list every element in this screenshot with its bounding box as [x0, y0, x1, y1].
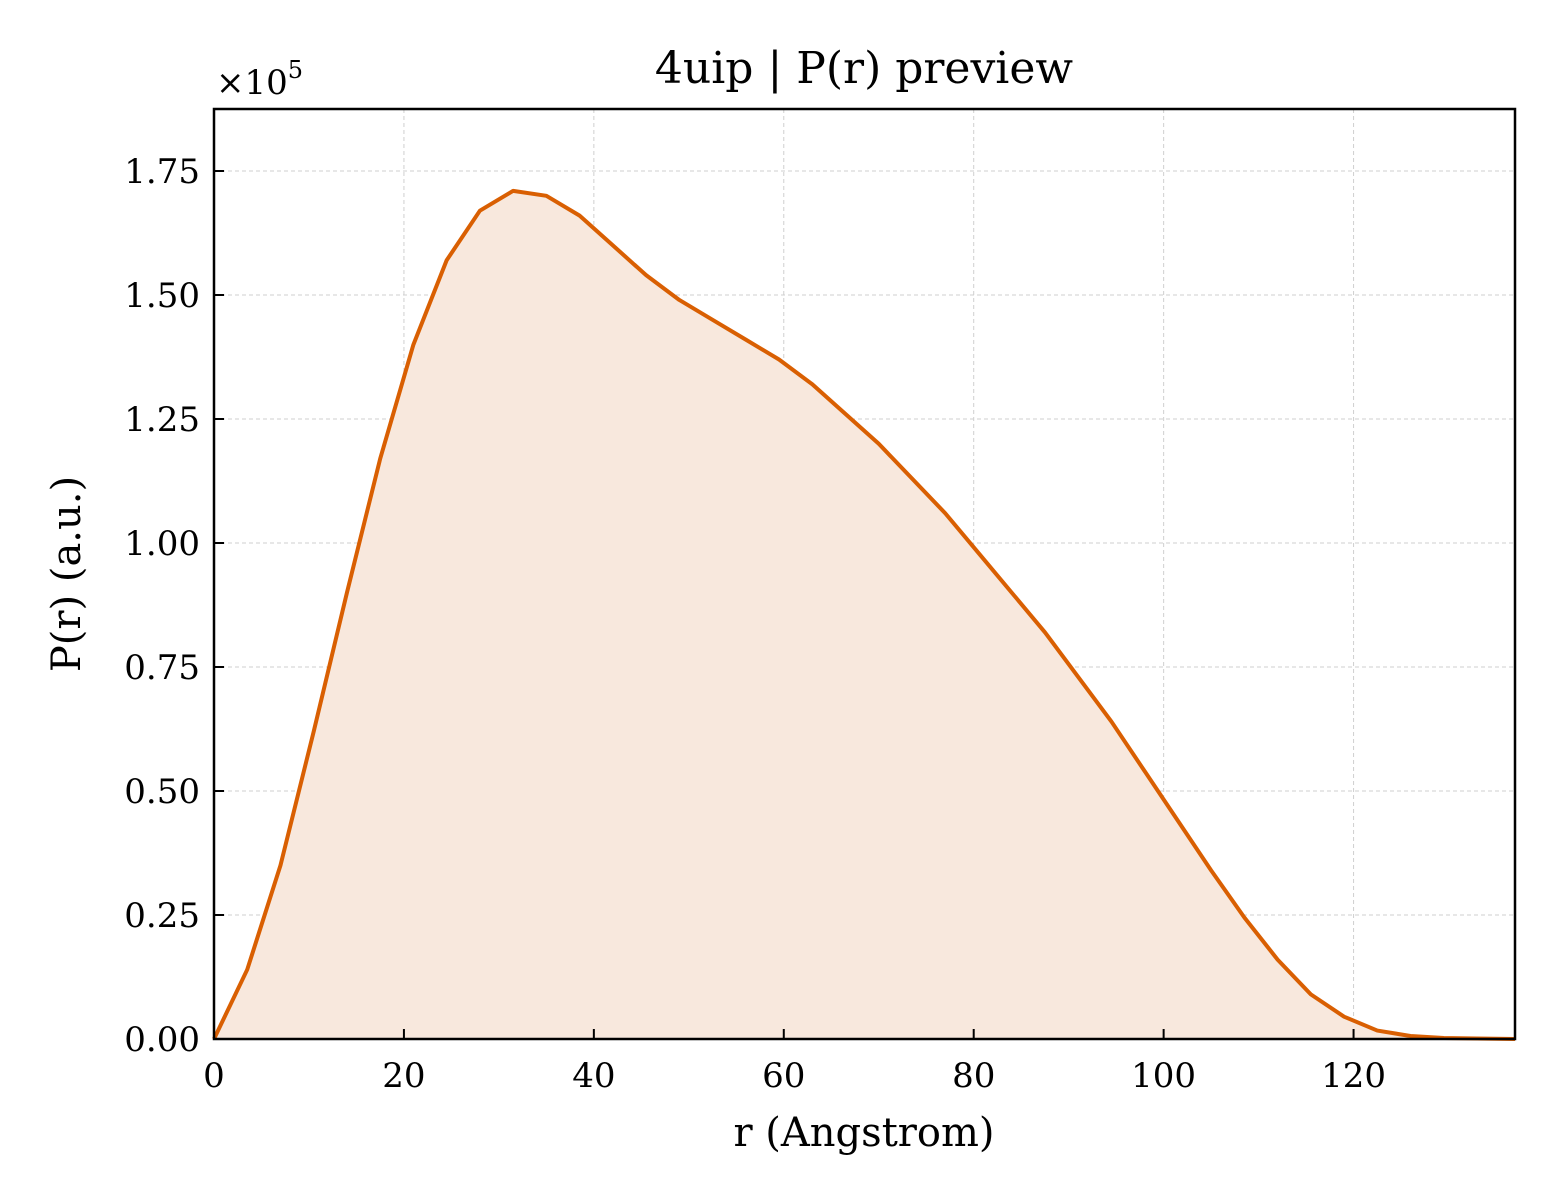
x-tick-label: 120	[1321, 1056, 1386, 1096]
y-multiplier-base: ×10	[216, 63, 288, 103]
x-tick-label: 60	[762, 1056, 805, 1096]
y-tick-label: 0.00	[124, 1020, 200, 1060]
x-tick-label: 80	[952, 1056, 995, 1096]
plot-frame	[212, 107, 1517, 1041]
y-multiplier-exponent: 5	[288, 56, 303, 84]
x-axis-label: r (Angstrom)	[733, 1110, 994, 1156]
y-tick-label: 0.75	[124, 648, 200, 688]
x-tick-label: 20	[382, 1056, 425, 1096]
y-offset-multiplier: ×105	[216, 56, 303, 103]
y-tick-label: 0.50	[124, 772, 200, 812]
chart-title: 4uip | P(r) preview	[655, 43, 1074, 94]
series-area-fill	[214, 190, 1515, 1040]
x-tick-label: 40	[572, 1056, 615, 1096]
x-tick-label: 0	[203, 1056, 225, 1096]
y-tick-label: 1.50	[124, 276, 200, 316]
y-axis-label: P(r) (a.u.)	[44, 476, 90, 672]
series-line	[212, 188, 1516, 1041]
y-tick-label: 1.75	[124, 152, 200, 192]
y-tick-label: 0.25	[124, 896, 200, 936]
x-tick-label: 100	[1131, 1056, 1196, 1096]
y-tick-label: 1.00	[124, 524, 200, 564]
tick-labels: 0 20 40 60 80 100 120 0.00 0.25 0.50 0.75 1.00 1.25 1…	[124, 152, 1386, 1096]
y-tick-label: 1.25	[124, 400, 200, 440]
